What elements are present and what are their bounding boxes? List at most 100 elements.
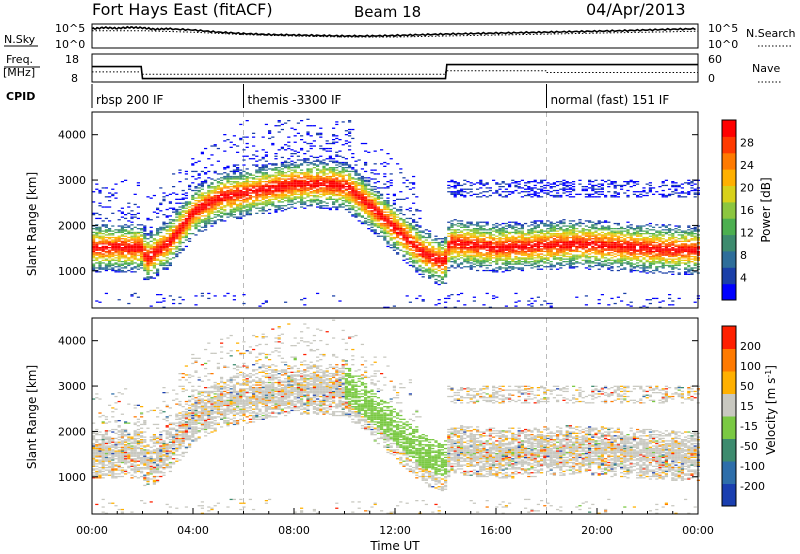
- echo-cell: [223, 200, 227, 202]
- echo-cell: [408, 261, 412, 263]
- echo-cell: [354, 210, 358, 212]
- echo-cell: [367, 224, 371, 226]
- echo-cell: [130, 295, 134, 297]
- echo-cell: [584, 250, 588, 253]
- echo-cell: [159, 210, 163, 212]
- echo-cell: [175, 211, 179, 213]
- echo-cell: [178, 239, 182, 241]
- echo-cell: [207, 215, 211, 217]
- echo-cell: [530, 196, 534, 198]
- echo-cell: [322, 149, 326, 151]
- echo-cell: [511, 236, 515, 239]
- echo-cell: [133, 249, 137, 251]
- echo-cell: [348, 198, 352, 200]
- echo-cell: [322, 168, 326, 170]
- echo-cell: [332, 141, 336, 143]
- echo-cell: [530, 263, 534, 265]
- echo-cell: [418, 273, 422, 275]
- echo-cell: [351, 167, 355, 169]
- echo-cell: [511, 261, 515, 263]
- echo-cell: [527, 181, 531, 183]
- echo-cell: [421, 248, 425, 250]
- echo-cell: [159, 203, 163, 206]
- echo-cell: [92, 245, 96, 248]
- echo-cell: [325, 168, 329, 170]
- echo-cell: [236, 169, 240, 171]
- echo-cell: [223, 192, 227, 194]
- echo-cell: [181, 214, 185, 216]
- echo-cell: [546, 241, 550, 244]
- echo-cell: [536, 245, 540, 248]
- echo-cell: [562, 253, 566, 255]
- echo-cell: [511, 221, 515, 223]
- echo-cell: [488, 248, 492, 250]
- echo-cell: [277, 120, 281, 122]
- echo-cell: [252, 205, 256, 207]
- echo-cell: [98, 240, 102, 242]
- echo-cell: [232, 193, 236, 195]
- echo-cell: [274, 153, 278, 155]
- echo-cell: [232, 200, 236, 202]
- echo-cell: [504, 222, 508, 225]
- echo-cell: [232, 196, 236, 198]
- echo-cell: [165, 225, 169, 227]
- echo-cell: [444, 238, 448, 240]
- freq-right-tick-top: 60: [708, 53, 722, 66]
- echo-cell: [319, 201, 323, 203]
- echo-cell: [514, 305, 518, 307]
- echo-cell: [156, 275, 160, 277]
- echo-cell: [460, 254, 464, 256]
- echo-cell: [364, 193, 368, 195]
- echo-cell: [194, 222, 198, 225]
- echo-cell: [341, 181, 345, 183]
- echo-cell: [149, 236, 153, 239]
- echo-cell: [498, 229, 502, 231]
- echo-cell: [98, 238, 102, 240]
- echo-cell: [568, 244, 572, 246]
- echo-cell: [332, 175, 336, 178]
- echo-cell: [578, 219, 582, 221]
- echo-cell: [418, 264, 422, 267]
- echo-cell: [194, 170, 198, 173]
- echo-cell: [517, 231, 521, 234]
- echo-cell: [392, 224, 396, 226]
- echo-cell: [207, 205, 211, 207]
- echo-cell: [511, 240, 515, 242]
- echo-cell: [261, 203, 265, 206]
- echo-cell: [165, 230, 169, 232]
- echo-cell: [543, 236, 547, 239]
- echo-cell: [312, 163, 316, 165]
- echo-cell: [188, 238, 192, 240]
- echo-cell: [143, 255, 147, 258]
- echo-cell: [524, 241, 528, 244]
- echo-cell: [104, 269, 108, 272]
- echo-cell: [194, 219, 198, 221]
- echo-cell: [159, 187, 163, 189]
- echo-cell: [440, 261, 444, 263]
- echo-cell: [450, 241, 454, 244]
- echo-cell: [143, 245, 147, 248]
- echo-cell: [328, 177, 332, 179]
- echo-cell: [223, 197, 227, 199]
- echo-cell: [354, 206, 358, 208]
- echo-cell: [492, 297, 496, 300]
- echo-cell: [236, 189, 240, 192]
- echo-cell: [124, 243, 128, 245]
- echo-cell: [511, 252, 515, 254]
- echo-cell: [268, 192, 272, 194]
- echo-cell: [546, 228, 550, 230]
- echo-cell: [351, 198, 355, 200]
- echo-cell: [584, 240, 588, 242]
- echo-cell: [287, 165, 291, 167]
- echo-cell: [376, 191, 380, 193]
- echo-cell: [332, 158, 336, 160]
- echo-cell: [175, 193, 179, 195]
- echo-cell: [552, 226, 556, 228]
- echo-cell: [328, 186, 332, 188]
- echo-cell: [524, 194, 528, 197]
- echo-cell: [572, 230, 576, 232]
- echo-cell: [559, 247, 563, 249]
- echo-cell: [284, 200, 288, 202]
- echo-cell: [556, 253, 560, 255]
- echo-cell: [188, 224, 192, 226]
